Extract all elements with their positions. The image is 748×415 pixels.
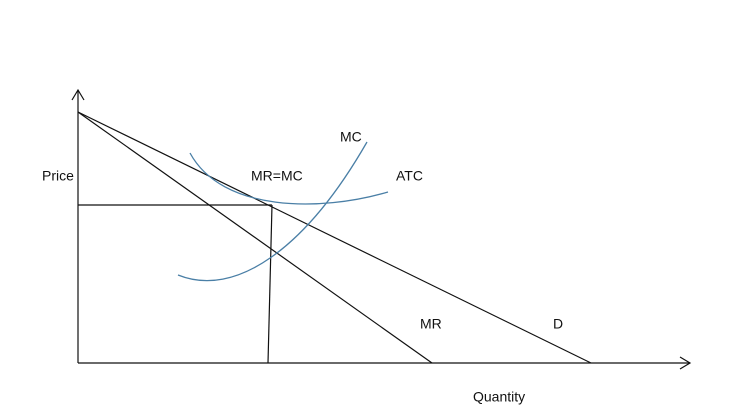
demand-line: [77, 111, 592, 364]
atc-label: ATC: [396, 168, 423, 184]
mr-label: MR: [420, 316, 442, 332]
mr-line: [77, 111, 433, 364]
atc-curve: [189, 152, 389, 205]
quantity-guide: [267, 204, 273, 364]
x-axis-label: Quantity: [473, 389, 525, 405]
y-axis-label: Price: [42, 168, 74, 184]
demand-label: D: [553, 316, 563, 332]
mc-label: MC: [340, 129, 362, 145]
equilibrium-label: MR=MC: [251, 168, 303, 184]
x-axis-arrow: [679, 356, 692, 370]
mc-curve: [177, 141, 368, 282]
y-axis-arrow: [71, 88, 85, 101]
